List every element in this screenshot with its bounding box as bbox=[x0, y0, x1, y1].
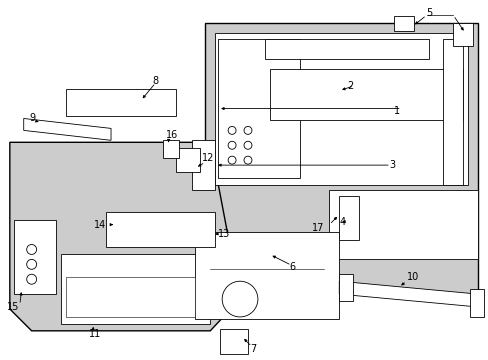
Text: 10: 10 bbox=[406, 272, 418, 282]
Text: 9: 9 bbox=[30, 113, 36, 123]
Text: 7: 7 bbox=[249, 344, 256, 354]
Polygon shape bbox=[192, 140, 215, 190]
Polygon shape bbox=[14, 220, 56, 294]
Text: 8: 8 bbox=[152, 76, 159, 86]
Polygon shape bbox=[469, 289, 483, 317]
Text: 3: 3 bbox=[388, 160, 394, 170]
Text: 15: 15 bbox=[7, 302, 19, 312]
Polygon shape bbox=[218, 39, 299, 178]
Text: 6: 6 bbox=[289, 262, 295, 272]
Text: 4: 4 bbox=[339, 217, 345, 227]
Text: 16: 16 bbox=[165, 130, 178, 140]
Text: 2: 2 bbox=[346, 81, 353, 91]
Text: 11: 11 bbox=[89, 329, 101, 339]
Polygon shape bbox=[339, 281, 477, 307]
Text: 5: 5 bbox=[426, 8, 432, 18]
Polygon shape bbox=[339, 196, 358, 239]
Polygon shape bbox=[24, 118, 111, 140]
Polygon shape bbox=[66, 89, 175, 116]
Polygon shape bbox=[264, 39, 427, 59]
Polygon shape bbox=[393, 16, 413, 31]
Polygon shape bbox=[61, 255, 210, 324]
Polygon shape bbox=[195, 231, 339, 319]
Polygon shape bbox=[452, 23, 472, 46]
Text: 1: 1 bbox=[393, 105, 399, 116]
Text: 12: 12 bbox=[202, 153, 214, 163]
Polygon shape bbox=[220, 329, 247, 354]
Text: 17: 17 bbox=[311, 222, 324, 233]
Polygon shape bbox=[339, 274, 352, 301]
Polygon shape bbox=[205, 23, 477, 294]
Polygon shape bbox=[269, 69, 462, 121]
Polygon shape bbox=[10, 142, 240, 331]
Polygon shape bbox=[175, 148, 200, 172]
Polygon shape bbox=[106, 212, 215, 247]
Polygon shape bbox=[443, 39, 462, 185]
Polygon shape bbox=[328, 190, 477, 260]
Polygon shape bbox=[163, 140, 178, 158]
Polygon shape bbox=[66, 277, 195, 317]
Text: 14: 14 bbox=[94, 220, 106, 230]
Polygon shape bbox=[215, 33, 468, 185]
Text: 13: 13 bbox=[218, 229, 230, 239]
